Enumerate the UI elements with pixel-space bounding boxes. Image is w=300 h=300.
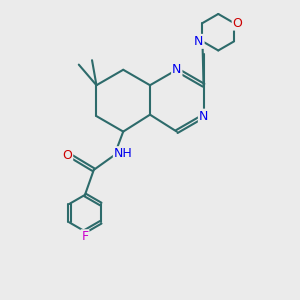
Text: F: F bbox=[81, 230, 88, 243]
Text: O: O bbox=[62, 149, 72, 162]
Text: N: N bbox=[194, 35, 204, 48]
Text: O: O bbox=[233, 16, 243, 30]
Text: N: N bbox=[172, 63, 182, 76]
Text: NH: NH bbox=[114, 147, 133, 160]
Text: N: N bbox=[199, 110, 208, 123]
